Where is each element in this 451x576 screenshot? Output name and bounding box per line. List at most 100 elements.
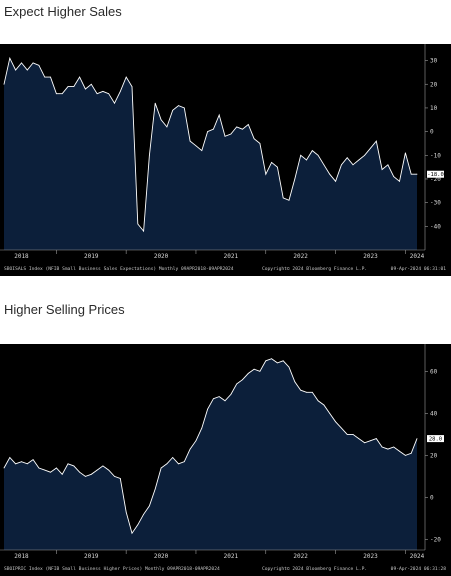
data-point — [73, 465, 75, 467]
data-point — [178, 463, 179, 465]
y-tick-label: 0 — [430, 494, 434, 501]
data-point — [218, 114, 220, 116]
data-point — [247, 124, 249, 125]
data-point — [387, 164, 389, 166]
y-tick-label: 60 — [430, 368, 438, 375]
data-point — [277, 362, 278, 364]
selling-prices-chart: 60 40 20 0 -20 2018 2019 2020 2021 2022 2023 2024 28… — [0, 344, 451, 576]
data-point — [375, 140, 377, 142]
data-point — [44, 469, 46, 471]
data-point — [102, 91, 104, 92]
last-value-label: -18.0 — [427, 172, 444, 178]
data-point — [335, 421, 336, 423]
data-point — [32, 459, 34, 460]
data-point — [38, 467, 40, 469]
data-point — [306, 159, 307, 161]
footer-background — [0, 562, 451, 576]
data-point — [154, 488, 156, 490]
data-point — [125, 76, 127, 78]
data-point — [166, 463, 168, 465]
data-point — [44, 76, 46, 78]
data-point — [259, 370, 261, 372]
data-point — [393, 446, 395, 448]
data-point — [160, 467, 162, 469]
data-point — [294, 178, 296, 180]
data-point — [108, 469, 110, 471]
data-point — [15, 69, 16, 71]
data-point — [183, 461, 185, 463]
data-point — [346, 434, 348, 435]
data-point — [393, 176, 395, 178]
data-point — [61, 473, 63, 475]
x-tick-label: 2024 — [410, 553, 425, 560]
footer-timestamp: 09-Apr-2024 06:31:01 — [391, 266, 447, 272]
y-tick-label: 0 — [430, 129, 434, 136]
y-tick-label: 20 — [430, 81, 438, 88]
data-point — [253, 138, 255, 140]
data-point — [405, 152, 406, 154]
data-point — [56, 93, 57, 95]
data-point — [323, 404, 325, 406]
sales-expectations-chart: 30 20 10 0 -10 -20 -30 -40 2018 2019 2020 2021 2022 2… — [0, 44, 451, 276]
data-point — [306, 391, 307, 393]
data-point — [50, 76, 51, 78]
data-point — [213, 128, 214, 130]
y-tick-label: -30 — [430, 200, 441, 207]
data-point — [67, 463, 69, 465]
data-point — [352, 434, 354, 435]
data-point — [102, 465, 104, 467]
last-value-label: 28.0 — [429, 437, 442, 443]
x-tick-label: 2022 — [293, 553, 308, 560]
data-point — [79, 471, 80, 473]
data-point — [242, 128, 243, 130]
data-point — [230, 394, 232, 395]
footer-copyright: Copyright© 2024 Bloomberg Finance L.P. — [262, 566, 367, 572]
data-point — [172, 109, 174, 111]
chart-title-prices: Higher Selling Prices — [4, 302, 125, 317]
data-point — [143, 230, 145, 232]
footer-timestamp: 09-Apr-2024 06:31:28 — [391, 566, 447, 572]
data-point — [50, 471, 51, 473]
data-point — [61, 93, 63, 95]
data-point — [399, 450, 400, 452]
data-point — [114, 476, 115, 477]
data-point — [154, 102, 156, 104]
data-point — [137, 223, 139, 225]
data-point — [166, 126, 168, 128]
data-point — [38, 64, 40, 66]
data-point — [195, 440, 197, 442]
data-point — [352, 164, 354, 166]
data-point — [21, 461, 22, 463]
data-point — [195, 145, 197, 147]
data-point — [410, 173, 412, 175]
data-point — [85, 476, 86, 477]
data-point — [253, 368, 255, 370]
data-point — [143, 513, 145, 515]
x-tick-label: 2021 — [224, 253, 239, 260]
y-tick-label: 30 — [430, 58, 438, 65]
data-point — [56, 467, 57, 469]
x-tick-label: 2023 — [363, 253, 378, 260]
data-point — [79, 76, 80, 78]
data-point — [311, 391, 313, 393]
data-point — [288, 366, 290, 368]
data-point — [9, 457, 11, 458]
data-point — [282, 197, 284, 199]
data-point — [207, 131, 209, 132]
y-tick-label: -40 — [430, 223, 441, 230]
data-point — [329, 413, 331, 414]
data-point — [131, 532, 133, 534]
footer-copyright: Copyright© 2024 Bloomberg Finance L.P. — [262, 266, 367, 272]
data-point — [364, 442, 365, 444]
data-point — [387, 448, 389, 450]
data-point — [137, 524, 139, 526]
data-point — [236, 383, 238, 385]
series-line — [3, 358, 418, 535]
data-point — [230, 133, 232, 135]
data-point — [108, 93, 110, 95]
data-point — [317, 400, 319, 402]
data-point — [259, 143, 261, 144]
data-point — [329, 173, 331, 175]
data-point — [67, 86, 69, 87]
data-point — [265, 360, 267, 362]
